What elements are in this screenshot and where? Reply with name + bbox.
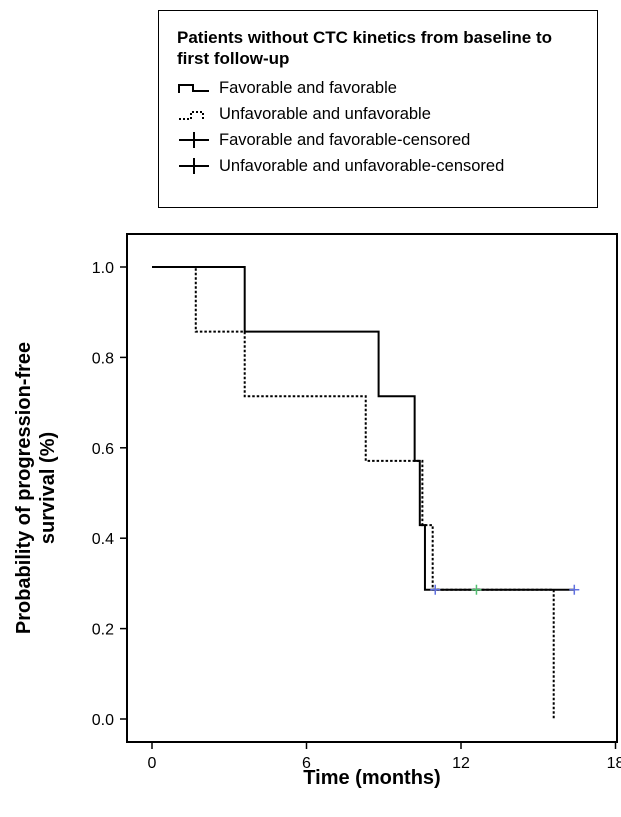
y-tick-label: 0.8 xyxy=(92,350,114,367)
legend-label-favorable: Favorable and favorable xyxy=(219,79,397,97)
y-tick-label: 0.4 xyxy=(92,531,114,548)
x-tick-label: 18 xyxy=(607,755,621,772)
x-tick-label: 6 xyxy=(302,755,311,772)
x-axis-title: Time (months) xyxy=(303,767,440,789)
legend-label-unfavorable-censored: Unfavorable and unfavorable-censored xyxy=(219,157,505,175)
legend-symbol-dotted-step xyxy=(179,111,204,120)
series-line-unfavorable xyxy=(152,266,555,719)
y-axis-title: Probability of progression-free survival … xyxy=(13,342,59,634)
series-line-favorable xyxy=(152,266,575,591)
legend-title: Patients without CTC kinetics from basel… xyxy=(177,28,552,68)
legend-symbol-solid-step xyxy=(178,84,209,93)
legend-label-unfavorable: Unfavorable and unfavorable xyxy=(219,105,431,123)
legend-symbol-cross xyxy=(179,158,209,174)
x-tick-label: 0 xyxy=(148,755,157,772)
y-tick-label: 0.6 xyxy=(92,441,114,458)
y-tick-label: 1.0 xyxy=(92,260,114,277)
legend-entry-unfavorable-censored: Unfavorable and unfavorable-censored xyxy=(177,153,597,179)
y-tick-label: 0.0 xyxy=(92,712,114,729)
x-tick-label: 12 xyxy=(452,755,470,772)
y-tick-label: 0.2 xyxy=(92,622,114,639)
legend-entry-favorable-censored: Favorable and favorable-censored xyxy=(177,127,597,153)
plot-frame xyxy=(126,233,618,743)
legend-entry-favorable: Favorable and favorable xyxy=(177,75,597,101)
legend-label-favorable-censored: Favorable and favorable-censored xyxy=(219,131,471,149)
legend-symbol-cross xyxy=(179,132,209,148)
legend-box: Patients without CTC kinetics from basel… xyxy=(158,10,598,208)
legend-entry-unfavorable: Unfavorable and unfavorable xyxy=(177,101,597,127)
